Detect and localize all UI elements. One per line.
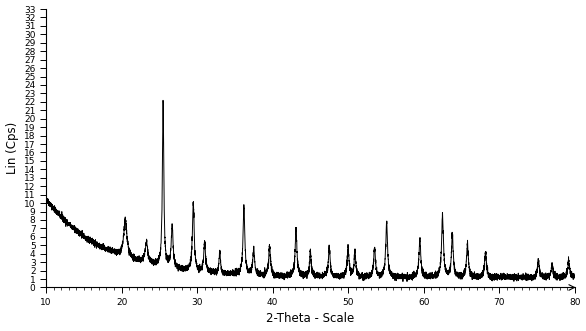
X-axis label: 2-Theta - Scale: 2-Theta - Scale bbox=[266, 312, 355, 325]
Y-axis label: Lin (Cps): Lin (Cps) bbox=[5, 122, 19, 174]
